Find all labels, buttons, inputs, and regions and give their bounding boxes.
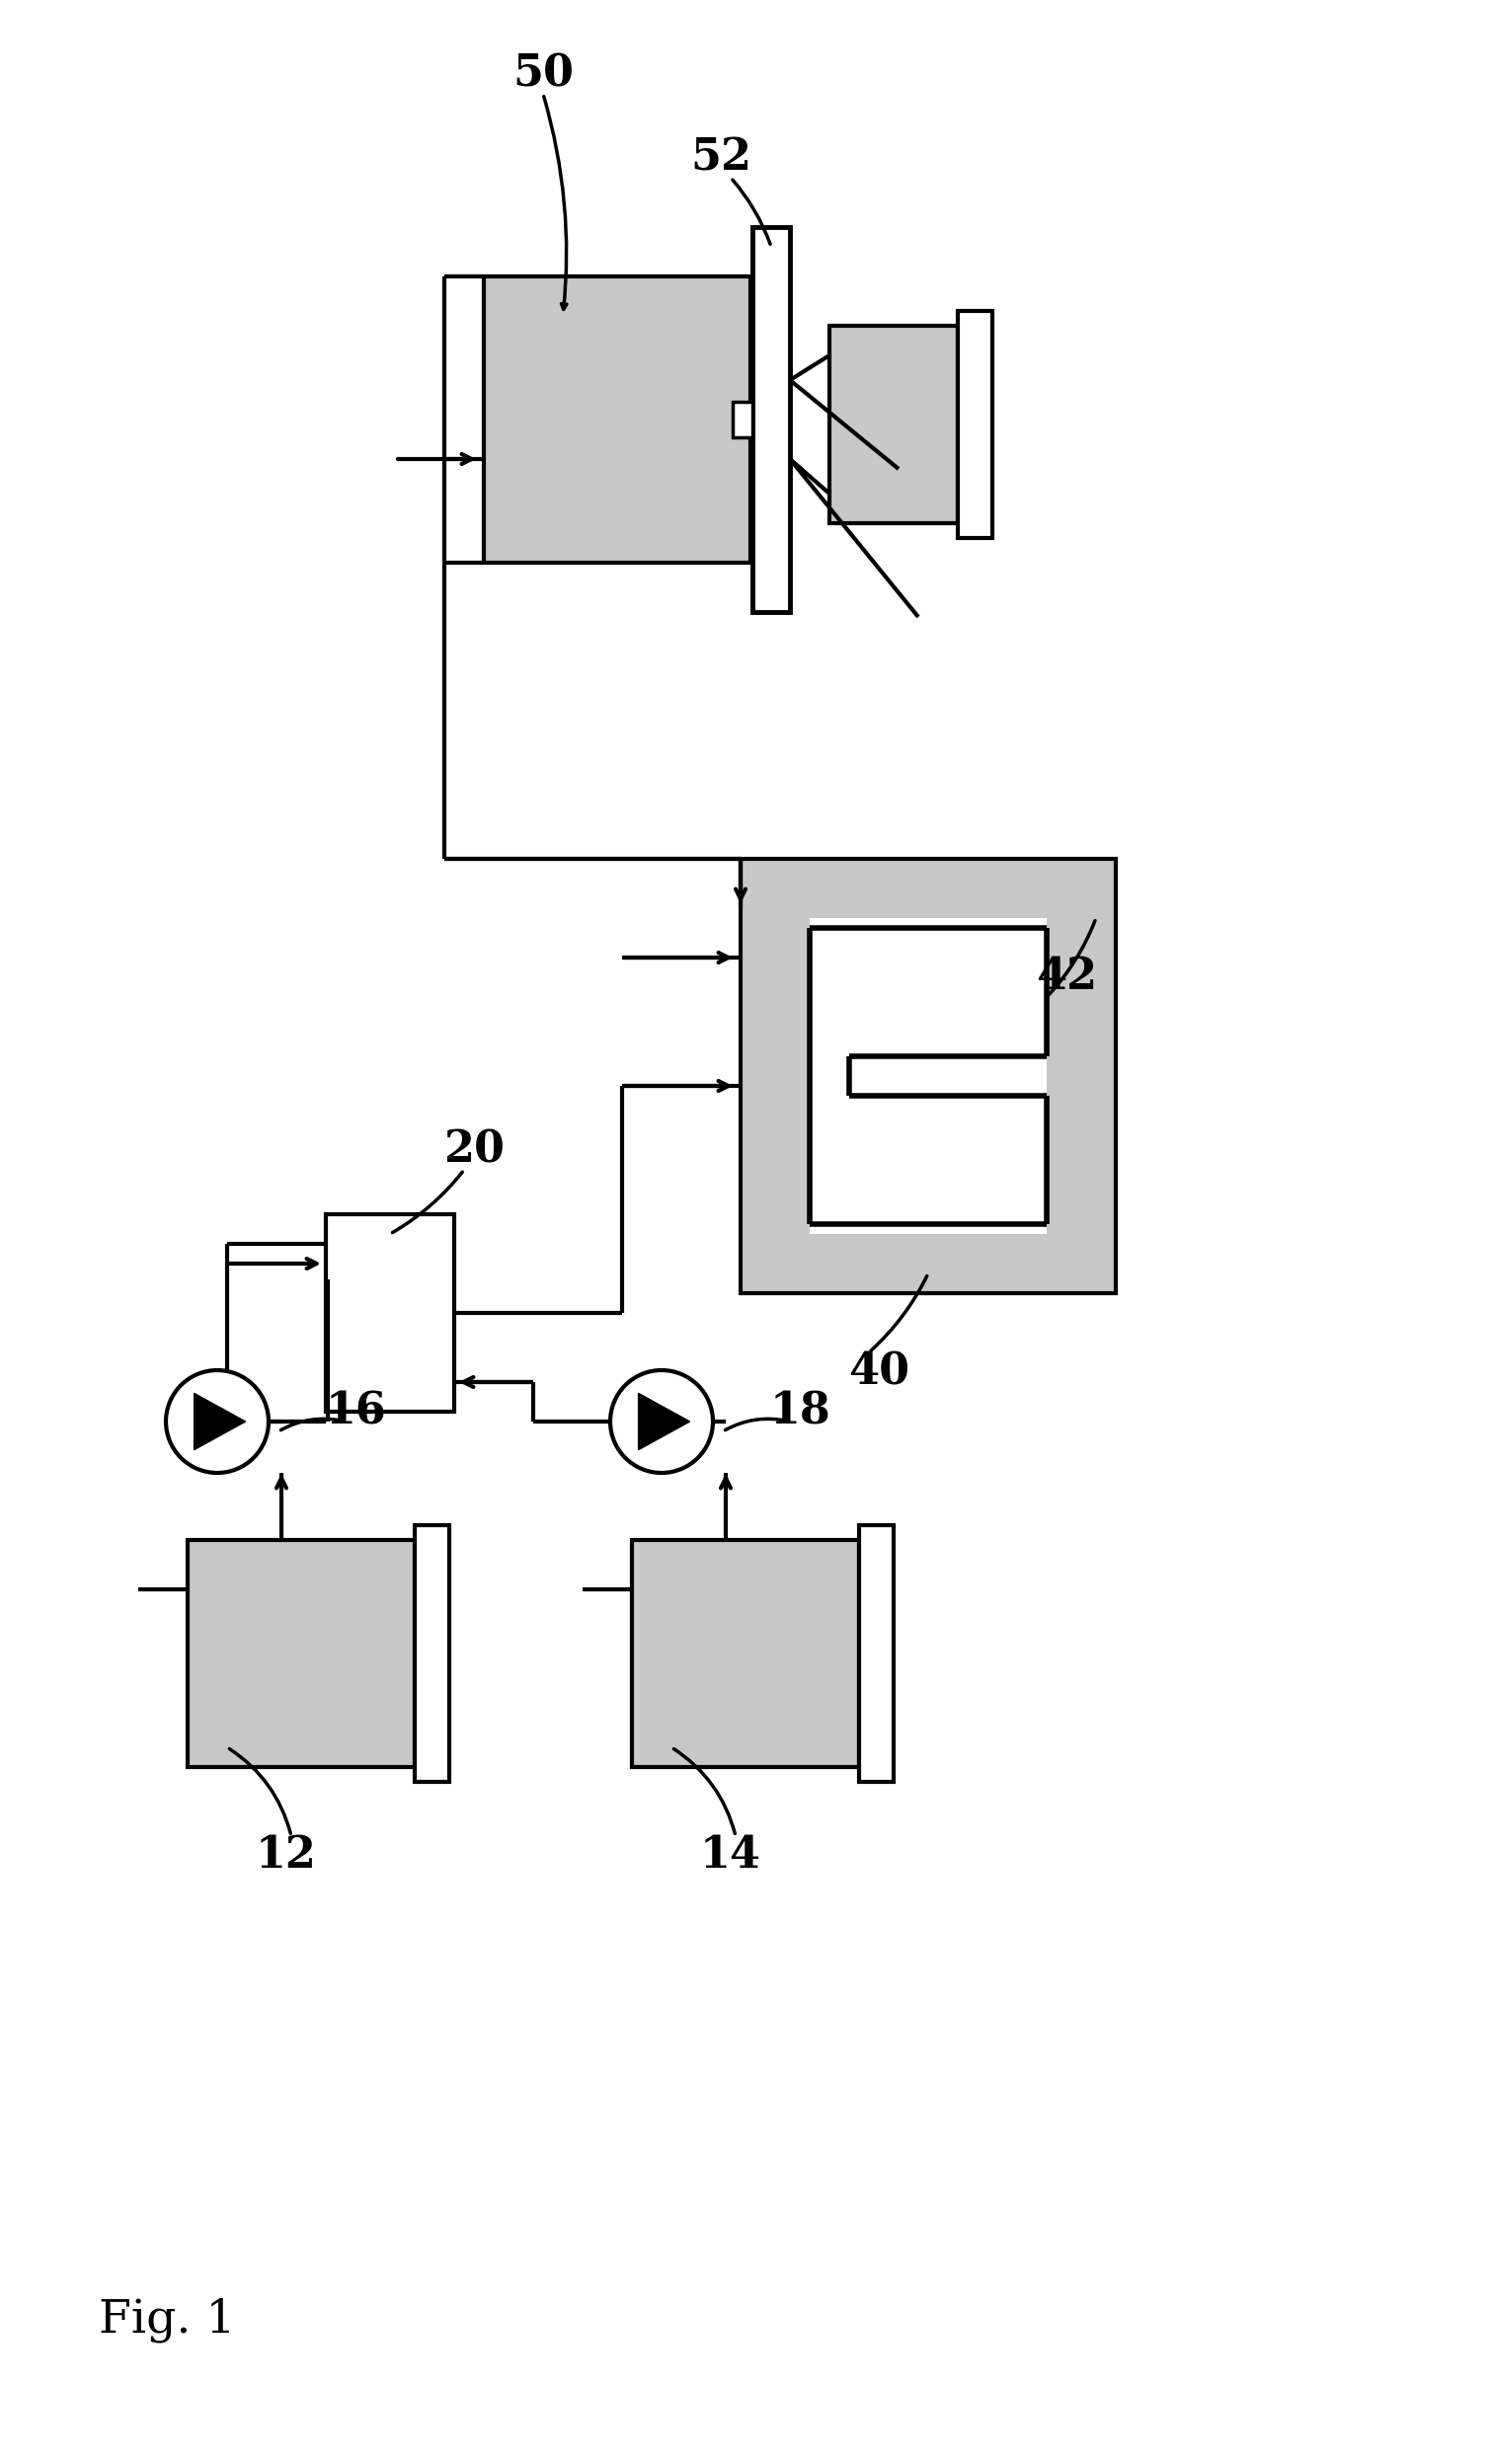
Bar: [859, 1525, 894, 1781]
Bar: [633, 1540, 859, 1767]
Text: 12: 12: [255, 1836, 316, 1878]
Text: 18: 18: [770, 1390, 831, 1434]
Circle shape: [166, 1370, 269, 1473]
Bar: [483, 276, 750, 562]
Text: 20: 20: [443, 1129, 504, 1170]
Bar: [810, 919, 1047, 1234]
Circle shape: [610, 1370, 713, 1473]
Text: 16: 16: [325, 1390, 386, 1434]
Bar: [740, 860, 1116, 1294]
Bar: [733, 402, 752, 436]
Text: Fig. 1: Fig. 1: [98, 2296, 236, 2343]
Text: 14: 14: [700, 1836, 761, 1878]
Bar: [752, 227, 789, 611]
Bar: [188, 1540, 415, 1767]
Bar: [415, 1525, 449, 1781]
Polygon shape: [639, 1392, 689, 1449]
Text: 40: 40: [847, 1350, 910, 1395]
Text: 50: 50: [512, 52, 574, 96]
Bar: [325, 1215, 454, 1412]
Bar: [958, 310, 992, 537]
Polygon shape: [194, 1392, 246, 1449]
Bar: [830, 325, 958, 522]
Text: 42: 42: [1035, 956, 1097, 998]
Text: 52: 52: [691, 136, 752, 180]
